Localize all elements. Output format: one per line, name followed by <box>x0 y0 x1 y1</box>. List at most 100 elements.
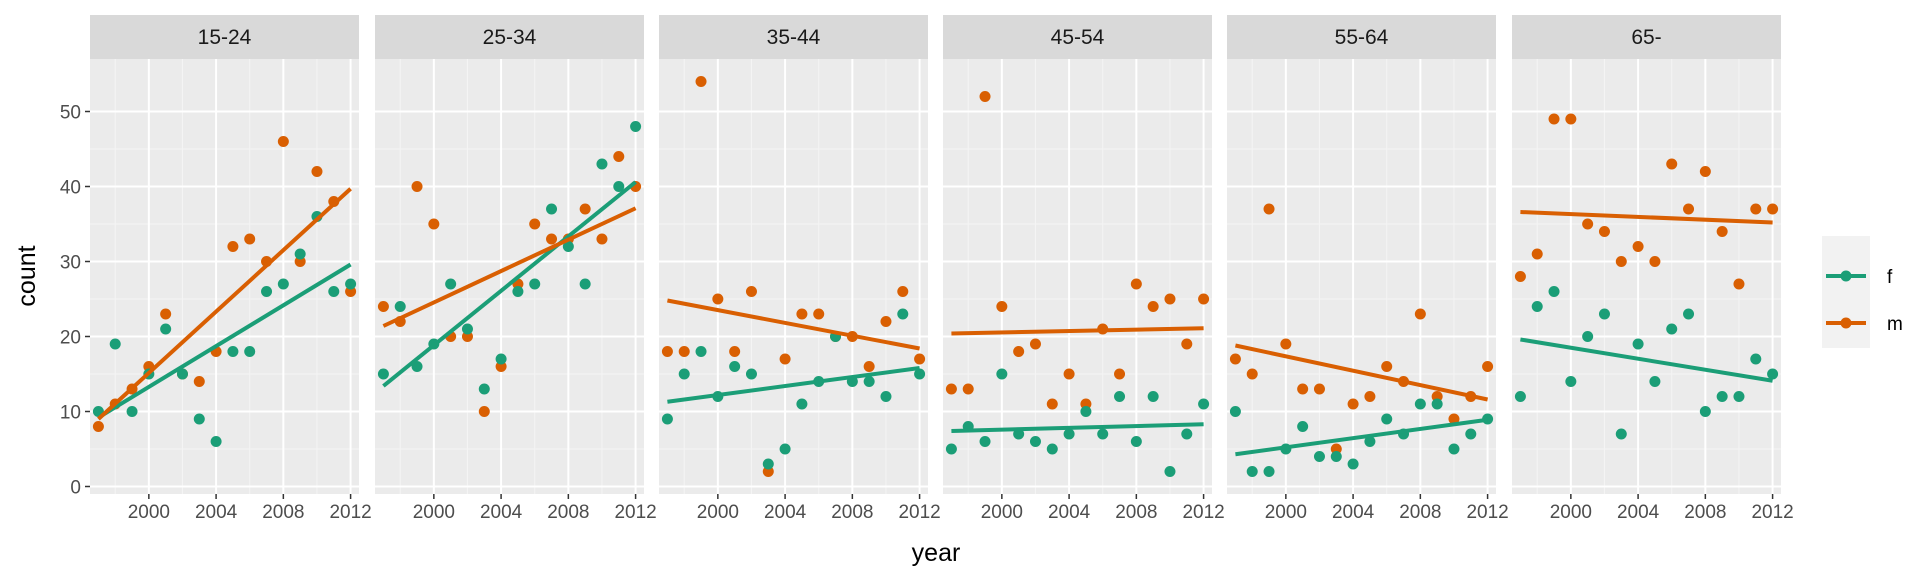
point-m <box>962 383 974 395</box>
y-tick-label: 20 <box>60 328 81 349</box>
point-m <box>695 76 707 87</box>
fit-line-m <box>97 187 352 421</box>
point-f <box>914 368 926 380</box>
facet-strip-label: 15-24 <box>198 26 252 49</box>
point-m <box>1482 361 1494 372</box>
x-tick-label: 2008 <box>831 502 873 523</box>
point-f <box>1263 466 1275 477</box>
point-m <box>945 383 957 395</box>
facet-strip-label: 35-44 <box>767 26 821 49</box>
point-f <box>1198 398 1210 410</box>
point-f <box>394 301 406 312</box>
point-m <box>1448 413 1460 425</box>
point-f <box>1431 398 1443 410</box>
x-tick-label: 2012 <box>1466 502 1508 523</box>
point-f <box>1649 376 1661 387</box>
point-f <box>1465 428 1477 440</box>
point-m <box>1130 278 1142 290</box>
point-f <box>1733 391 1745 402</box>
x-tick-label: 2000 <box>981 502 1023 523</box>
point-f <box>979 436 991 447</box>
x-tick-label: 2008 <box>1115 502 1157 523</box>
point-f <box>1565 376 1577 387</box>
point-m <box>596 233 608 245</box>
facet-panels: 15-24 2000 2004 2008 2012 0 10 20 30 40 50 25-34 200… <box>60 15 1794 523</box>
point-m <box>1632 241 1644 252</box>
point-f <box>1598 308 1610 320</box>
x-tick-label: 2000 <box>697 502 739 523</box>
point-m <box>1046 398 1058 410</box>
point-f <box>1582 331 1594 342</box>
point-f <box>529 278 541 290</box>
point-f <box>377 368 389 380</box>
point-f <box>1097 428 1109 440</box>
point-m <box>745 286 757 297</box>
point-m <box>1114 368 1126 380</box>
panel-55-64: 55-64 2000 2004 2008 2012 <box>1227 15 1509 523</box>
point-m <box>244 233 256 245</box>
legend-item-f: f <box>1822 255 1893 297</box>
point-m <box>897 286 909 297</box>
panel-65-: 65- 2000 2004 2008 2012 <box>1512 15 1794 523</box>
point-f <box>1181 428 1193 440</box>
point-m <box>1514 271 1526 282</box>
point-f <box>1313 451 1325 462</box>
point-f <box>897 308 909 320</box>
point-m <box>1246 368 1258 380</box>
point-m <box>227 241 239 252</box>
x-tick-label: 2012 <box>1751 502 1793 523</box>
point-f <box>579 278 591 290</box>
x-tick-label: 2004 <box>195 502 238 523</box>
facet-strip-label: 65- <box>1631 26 1661 49</box>
point-m <box>1414 308 1426 320</box>
point-m <box>579 203 591 215</box>
point-f <box>126 406 138 417</box>
point-m <box>277 136 289 147</box>
point-f <box>478 383 490 395</box>
point-f <box>445 278 457 290</box>
point-f <box>227 346 239 357</box>
point-f <box>109 338 121 350</box>
point-m <box>1598 226 1610 237</box>
point-m <box>311 166 323 177</box>
point-m <box>1364 391 1376 402</box>
fit-line-f <box>97 262 352 420</box>
point-m <box>1147 301 1159 312</box>
fit-line-m <box>382 206 637 328</box>
point-f <box>1029 436 1041 447</box>
point-f <box>261 286 273 297</box>
point-m <box>678 346 690 357</box>
legend-label: m <box>1887 314 1903 335</box>
legend-item-m: m <box>1822 302 1903 344</box>
point-f <box>1063 428 1075 440</box>
point-f <box>779 443 791 455</box>
point-m <box>1164 293 1176 305</box>
point-f <box>1514 391 1526 402</box>
point-m <box>1229 353 1241 365</box>
point-m <box>1029 338 1041 350</box>
point-f <box>863 376 875 387</box>
panel-background <box>659 59 928 494</box>
point-f <box>1347 458 1359 470</box>
fit-line-m <box>1234 343 1489 402</box>
point-f <box>630 121 642 132</box>
point-m <box>1531 248 1543 260</box>
point-m <box>712 293 724 305</box>
point-f <box>1147 391 1159 402</box>
point-m <box>411 181 423 192</box>
point-m <box>779 353 791 365</box>
x-tick-label: 2004 <box>1617 502 1660 523</box>
point-f <box>562 241 574 252</box>
point-m <box>1666 158 1678 170</box>
point-f <box>277 278 289 290</box>
x-tick-label: 2000 <box>128 502 170 523</box>
point-m <box>1767 203 1779 215</box>
point-m <box>1013 346 1025 357</box>
point-f <box>1750 353 1762 365</box>
point-f <box>1297 421 1309 432</box>
point-f <box>1364 436 1376 447</box>
point-f <box>160 323 172 335</box>
facet-strip-label: 55-64 <box>1335 26 1389 49</box>
point-f <box>1615 428 1627 440</box>
y-tick-label: 0 <box>70 478 81 499</box>
